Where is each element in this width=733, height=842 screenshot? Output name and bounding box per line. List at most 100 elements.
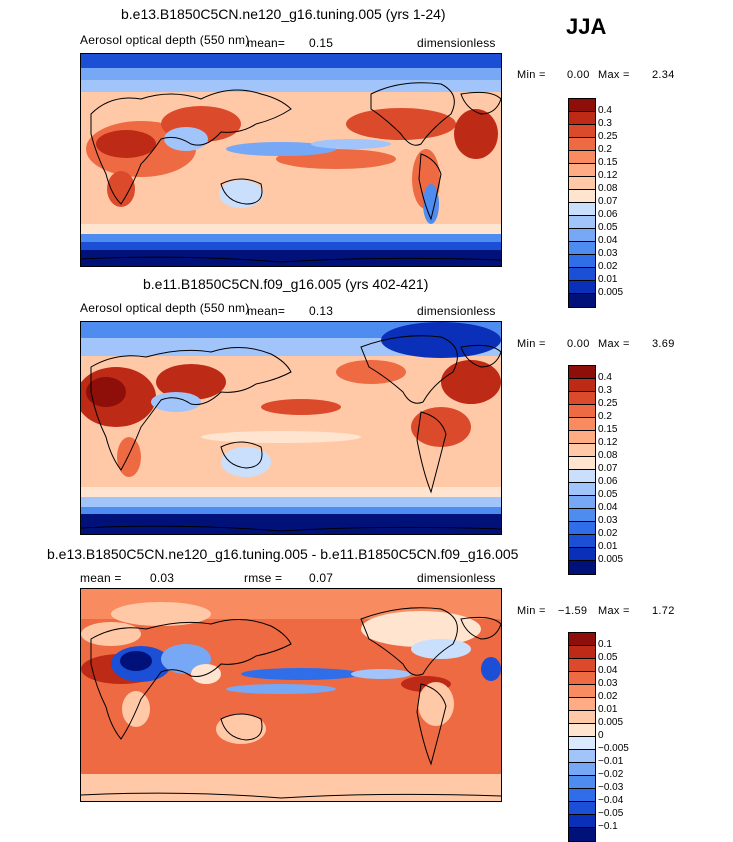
colorbar-level-label: 0.05: [598, 652, 618, 663]
panel1-variable: Aerosol optical depth (550 nm): [80, 33, 250, 47]
colorbar-level-label: 0.01: [598, 704, 618, 715]
colorbar-level-label: −0.005: [598, 743, 629, 754]
panel1-colorbar: [568, 98, 596, 308]
panel1-units: dimensionless: [417, 36, 496, 50]
panel1-max-label: Max =: [598, 69, 630, 81]
panel3-min-label: Min =: [517, 605, 546, 617]
colorbar-level-label: 0.01: [598, 541, 618, 552]
colorbar-level-label: −0.1: [598, 821, 618, 832]
panel2-units: dimensionless: [417, 304, 496, 318]
colorbar-level-label: −0.05: [598, 808, 624, 819]
colorbar-swatch: [569, 776, 595, 789]
colorbar-swatch: [569, 405, 595, 418]
panel3-mean-label: mean =: [80, 571, 122, 585]
colorbar-swatch: [569, 522, 595, 535]
colorbar-level-label: −0.04: [598, 795, 624, 806]
colorbar-level-label: 0.12: [598, 437, 618, 448]
colorbar-level-label: 0.07: [598, 463, 618, 474]
panel2-mean-value: 0.13: [309, 304, 334, 318]
colorbar-swatch: [569, 672, 595, 685]
panel2-map: [80, 321, 502, 535]
colorbar-level-label: 0.4: [598, 372, 612, 383]
colorbar-swatch: [569, 418, 595, 431]
colorbar-level-label: 0.04: [598, 665, 618, 676]
panel3-title: b.e13.B1850C5CN.ne120_g16.tuning.005 - b…: [47, 546, 519, 562]
panel3-mean-value: 0.03: [150, 571, 175, 585]
colorbar-swatch: [569, 431, 595, 444]
colorbar-level-label: 0.12: [598, 170, 618, 181]
colorbar-swatch: [569, 698, 595, 711]
panel1-mean-value: 0.15: [309, 36, 334, 50]
colorbar-level-label: 0.05: [598, 489, 618, 500]
colorbar-level-label: 0.005: [598, 554, 624, 565]
colorbar-swatch: [569, 190, 595, 203]
panel1-mean-label: mean=: [247, 36, 286, 50]
colorbar-level-label: 0.005: [598, 717, 624, 728]
colorbar-level-label: 0.03: [598, 678, 618, 689]
panel2-max-label: Max =: [598, 338, 630, 350]
colorbar-swatch: [569, 509, 595, 522]
panel1-min-value: 0.00: [567, 69, 590, 81]
colorbar-swatch: [569, 177, 595, 190]
colorbar-level-label: 0.2: [598, 144, 612, 155]
colorbar-level-label: 0.06: [598, 476, 618, 487]
colorbar-level-label: 0.25: [598, 131, 618, 142]
colorbar-swatch: [569, 711, 595, 724]
colorbar-swatch: [569, 457, 595, 470]
panel3-map-svg: [81, 589, 501, 801]
panel3-max-value: 1.72: [652, 605, 675, 617]
colorbar-swatch: [569, 633, 595, 646]
colorbar-level-label: 0.005: [598, 287, 624, 298]
colorbar-swatch: [569, 255, 595, 268]
colorbar-swatch: [569, 561, 595, 574]
colorbar-level-label: 0.03: [598, 515, 618, 526]
colorbar-swatch: [569, 99, 595, 112]
panel1-map-svg: [81, 54, 501, 266]
colorbar-level-label: −0.01: [598, 756, 624, 767]
panel3-units: dimensionless: [417, 571, 496, 585]
colorbar-swatch: [569, 444, 595, 457]
season-label: JJA: [566, 14, 607, 39]
colorbar-swatch: [569, 646, 595, 659]
colorbar-swatch: [569, 138, 595, 151]
panel3-rmse-label: rmse =: [244, 571, 283, 585]
colorbar-level-label: 0.03: [598, 248, 618, 259]
colorbar-swatch: [569, 470, 595, 483]
colorbar-swatch: [569, 125, 595, 138]
colorbar-swatch: [569, 366, 595, 379]
colorbar-swatch: [569, 815, 595, 828]
colorbar-swatch: [569, 281, 595, 294]
colorbar-swatch: [569, 802, 595, 815]
colorbar-level-label: 0.08: [598, 183, 618, 194]
colorbar-level-label: 0.02: [598, 691, 618, 702]
colorbar-swatch: [569, 763, 595, 776]
colorbar-level-label: 0: [598, 730, 604, 741]
colorbar-level-label: 0.3: [598, 118, 612, 129]
colorbar-swatch: [569, 737, 595, 750]
colorbar-swatch: [569, 392, 595, 405]
colorbar-swatch: [569, 724, 595, 737]
panel2-mean-label: mean=: [247, 304, 286, 318]
panel3-map: [80, 588, 502, 802]
panel3-min-value: −1.59: [558, 605, 588, 617]
colorbar-level-label: 0.02: [598, 261, 618, 272]
colorbar-level-label: −0.03: [598, 782, 624, 793]
panel2-min-value: 0.00: [567, 338, 590, 350]
colorbar-swatch: [569, 164, 595, 177]
colorbar-swatch: [569, 789, 595, 802]
colorbar-level-label: 0.3: [598, 385, 612, 396]
colorbar-swatch: [569, 268, 595, 281]
panel2-min-label: Min =: [517, 338, 546, 350]
colorbar-swatch: [569, 203, 595, 216]
colorbar-swatch: [569, 828, 595, 841]
colorbar-level-label: 0.25: [598, 398, 618, 409]
colorbar-level-label: 0.1: [598, 639, 612, 650]
panel2-variable: Aerosol optical depth (550 nm): [80, 301, 250, 315]
colorbar-level-label: 0.4: [598, 105, 612, 116]
colorbar-level-label: 0.01: [598, 274, 618, 285]
colorbar-swatch: [569, 750, 595, 763]
colorbar-level-label: −0.02: [598, 769, 624, 780]
colorbar-swatch: [569, 548, 595, 561]
colorbar-swatch: [569, 379, 595, 392]
colorbar-level-label: 0.2: [598, 411, 612, 422]
